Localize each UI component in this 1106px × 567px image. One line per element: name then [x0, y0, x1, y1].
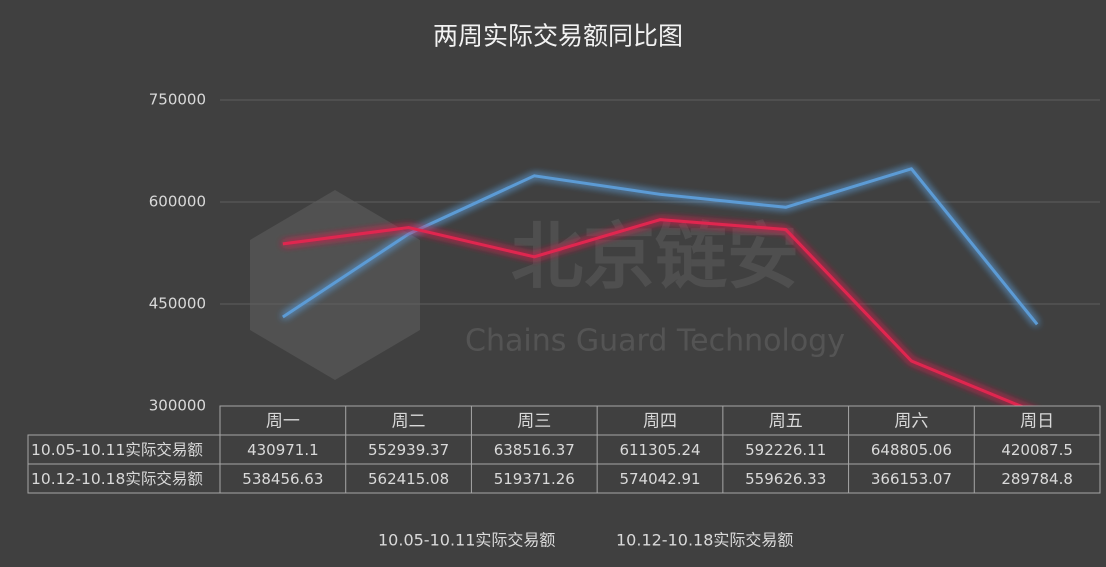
table-value: 538456.63 [242, 470, 323, 488]
watermark-cn: 北京链安 [511, 215, 799, 299]
x-tick-label: 周日 [1020, 412, 1054, 432]
watermark-en: Chains Guard Technology [465, 324, 845, 359]
x-tick-label: 周二 [392, 412, 426, 432]
x-tick-label: 周六 [894, 412, 928, 432]
table-value: 420087.5 [1001, 441, 1073, 459]
table-value: 574042.91 [619, 470, 700, 488]
y-tick-label: 300000 [149, 397, 206, 415]
table-value: 592226.11 [745, 441, 826, 459]
table-value: 559626.33 [745, 470, 826, 488]
table-value: 562415.08 [368, 470, 449, 488]
table-value: 289784.8 [1001, 470, 1073, 488]
x-tick-label: 周三 [517, 412, 551, 432]
y-tick-label: 600000 [149, 193, 206, 211]
table-row-label: 10.12-10.18实际交易额 [31, 470, 203, 488]
table-value: 611305.24 [619, 441, 700, 459]
table-row [27, 463, 1101, 494]
legend-label: 10.12-10.18实际交易额 [616, 531, 793, 550]
series-line [282, 218, 1025, 406]
table-value: 519371.26 [494, 470, 575, 488]
x-tick-label: 周四 [643, 412, 677, 432]
table-value: 366153.07 [871, 470, 952, 488]
table-row-label: 10.05-10.11实际交易额 [31, 441, 203, 459]
watermark-logo [250, 190, 420, 380]
legend-label: 10.05-10.11实际交易额 [378, 531, 555, 550]
y-tick-label: 450000 [149, 295, 206, 313]
plot-lines [282, 167, 1039, 406]
chart-title: 两周实际交易额同比图 [433, 22, 683, 51]
table-value: 648805.06 [871, 441, 952, 459]
y-tick-label: 750000 [149, 91, 206, 109]
table-value: 552939.37 [368, 441, 449, 459]
x-tick-label: 周五 [769, 412, 803, 432]
x-tick-label: 周一 [266, 412, 300, 432]
table-value: 638516.37 [494, 441, 575, 459]
table-value: 430971.1 [247, 441, 319, 459]
series-line [282, 167, 1039, 326]
